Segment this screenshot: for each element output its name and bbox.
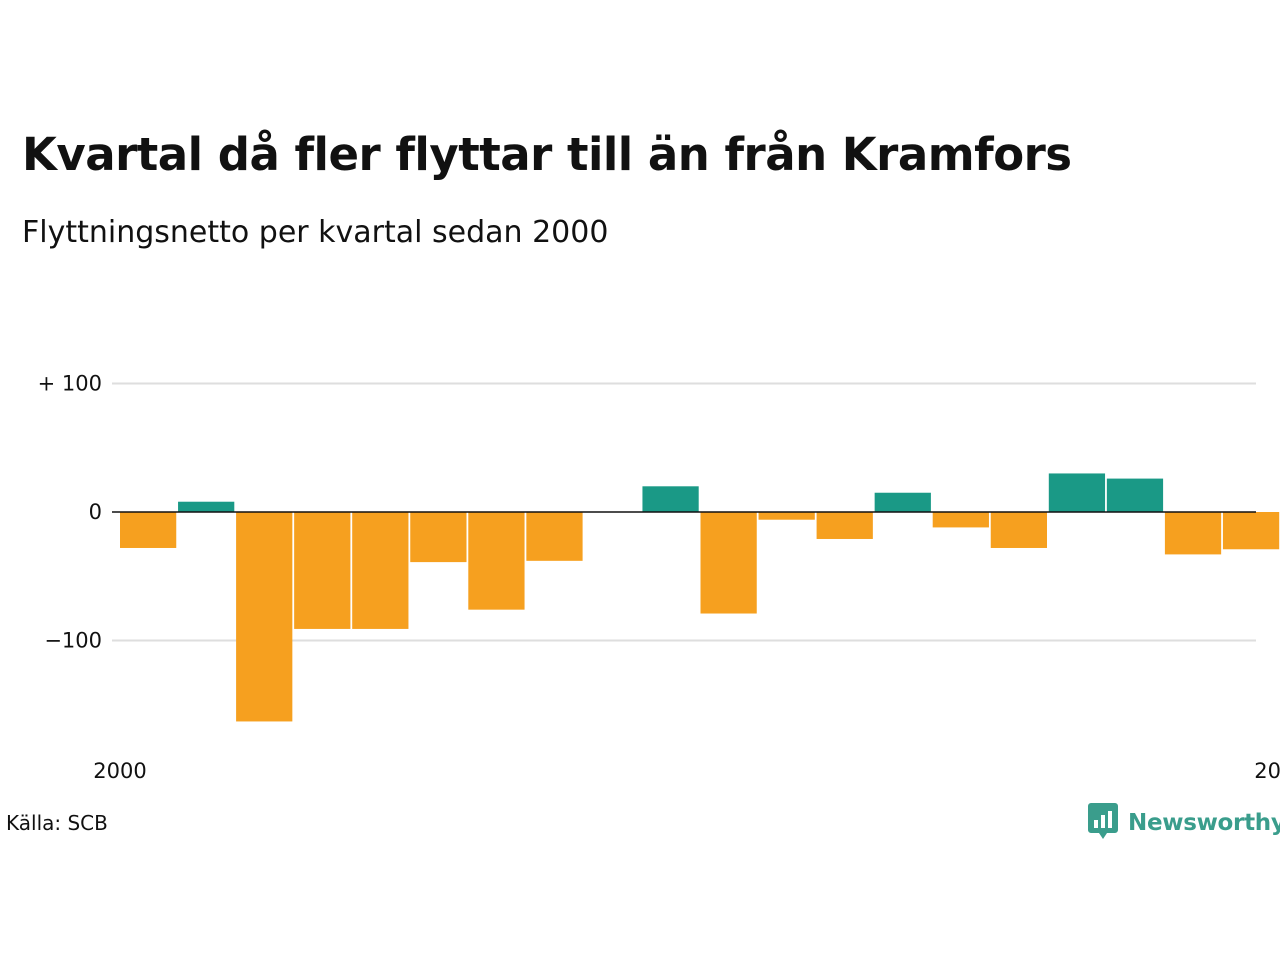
bar-negative — [816, 512, 873, 539]
bar-negative — [352, 512, 409, 629]
bar-positive — [1106, 478, 1164, 512]
bar-negative — [700, 512, 757, 614]
y-tick-label: + 100 — [38, 372, 102, 396]
bar-positive — [874, 492, 931, 512]
bar-negative — [1222, 512, 1280, 550]
x-tick-label: 2005 — [1254, 759, 1280, 783]
bar-positive — [642, 486, 699, 512]
bars — [120, 473, 1280, 722]
bar-negative — [526, 512, 583, 561]
bar-negative — [236, 512, 293, 722]
brand-logo[interactable]: Newsworthy — [1088, 803, 1280, 843]
bar-negative — [932, 512, 989, 528]
gridlines — [112, 382, 1256, 642]
chart-title: Kvartal då fler flyttar till än från Kra… — [22, 128, 1072, 181]
y-tick-label: −100 — [44, 629, 102, 653]
x-tick-label: 2000 — [93, 759, 146, 783]
bar-negative — [1164, 512, 1222, 555]
bar-negative — [294, 512, 351, 629]
bar-negative — [120, 512, 177, 548]
bar-negative — [758, 512, 815, 520]
bar-negative — [468, 512, 525, 610]
bar-positive — [178, 501, 235, 512]
y-tick-label: 0 — [89, 500, 102, 524]
bar-negative — [990, 512, 1047, 548]
newsworthy-bar-chart-speech-bubble-icon — [1088, 803, 1118, 843]
bar-negative — [410, 512, 467, 563]
chart-subtitle: Flyttningsnetto per kvartal sedan 2000 — [22, 215, 609, 250]
source-note: Källa: SCB — [6, 811, 108, 835]
bar-positive — [1048, 473, 1106, 512]
brand-name: Newsworthy — [1128, 810, 1280, 836]
